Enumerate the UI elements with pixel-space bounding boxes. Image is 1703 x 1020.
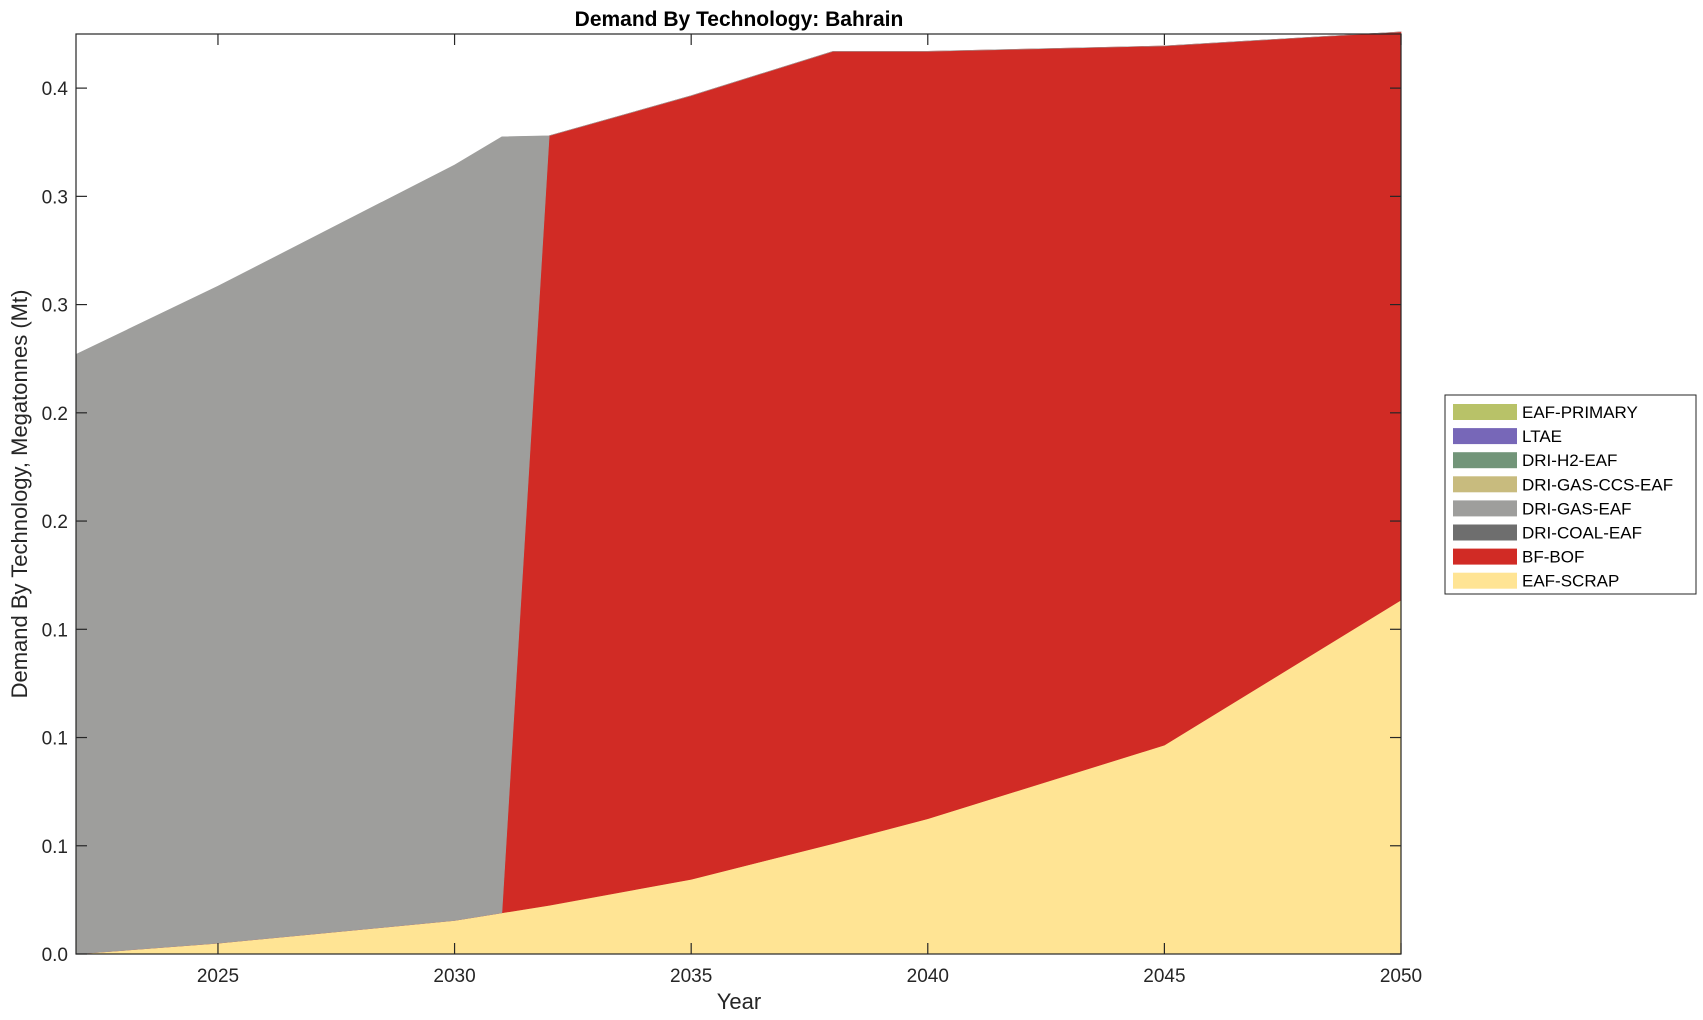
plot-areas: [75, 31, 1402, 955]
legend-label-eaf-primary: EAF-PRIMARY: [1522, 403, 1638, 422]
x-axis-label: Year: [717, 989, 761, 1014]
x-tick-label: 2040: [907, 966, 949, 987]
area-dri-gas-eaf: [75, 31, 1402, 955]
legend-items: EAF-PRIMARY LTAE DRI-H2-EAF DRI-GAS-CCS-EAF…: [1453, 403, 1673, 591]
legend-label-eaf-scrap: EAF-SCRAP: [1522, 572, 1619, 591]
legend-swatch-eaf-scrap: [1453, 572, 1517, 589]
x-tick-label: 2025: [197, 966, 239, 987]
legend-label-dri-gas-ccs-eaf: DRI-GAS-CCS-EAF: [1522, 475, 1673, 494]
legend-swatch-eaf-primary: [1453, 404, 1517, 420]
legend-swatch-dri-gas-eaf: [1453, 500, 1517, 517]
y-tick-labels: 0.0 0.1 0.1 0.1 0.2 0.2 0.3 0.3 0.4: [42, 79, 69, 966]
legend-swatch-ltae: [1453, 428, 1517, 445]
legend-label-bf-bof: BF-BOF: [1522, 548, 1584, 567]
x-tick-label: 2045: [1143, 966, 1185, 987]
legend-label-dri-coal-eaf: DRI-COAL-EAF: [1522, 524, 1642, 543]
legend: EAF-PRIMARY LTAE DRI-H2-EAF DRI-GAS-CCS-EAF…: [1444, 394, 1697, 595]
legend-label-dri-h2-eaf: DRI-H2-EAF: [1522, 451, 1617, 470]
y-tick-label: 0.1: [42, 620, 68, 641]
y-tick-label: 0.1: [42, 729, 68, 750]
x-tick-label: 2030: [433, 966, 475, 987]
legend-swatch-dri-gas-ccs-eaf: [1453, 476, 1517, 493]
y-tick-label: 0.3: [42, 187, 68, 208]
x-tick-labels: 2025 2030 2035 2040 2045 2050: [197, 966, 1422, 987]
y-axis-label: Demand By Technology, Megatonnes (Mt): [7, 290, 32, 699]
legend-label-dri-gas-eaf: DRI-GAS-EAF: [1522, 499, 1632, 518]
y-tick-label: 0.2: [42, 404, 68, 425]
y-tick-label: 0.0: [42, 945, 68, 966]
y-tick-label: 0.2: [42, 512, 68, 533]
legend-swatch-dri-coal-eaf: [1453, 524, 1517, 541]
chart-title: Demand By Technology: Bahrain: [575, 8, 904, 31]
legend-swatch-bf-bof: [1453, 548, 1517, 565]
legend-swatch-dri-h2-eaf: [1453, 452, 1517, 469]
x-tick-label: 2050: [1380, 966, 1422, 987]
x-tick-label: 2035: [670, 966, 712, 987]
legend-label-ltae: LTAE: [1522, 427, 1562, 446]
plot-frame: [75, 33, 1402, 955]
y-tick-label: 0.3: [42, 296, 68, 317]
y-tick-label: 0.4: [42, 79, 69, 100]
y-tick-label: 0.1: [42, 837, 68, 858]
